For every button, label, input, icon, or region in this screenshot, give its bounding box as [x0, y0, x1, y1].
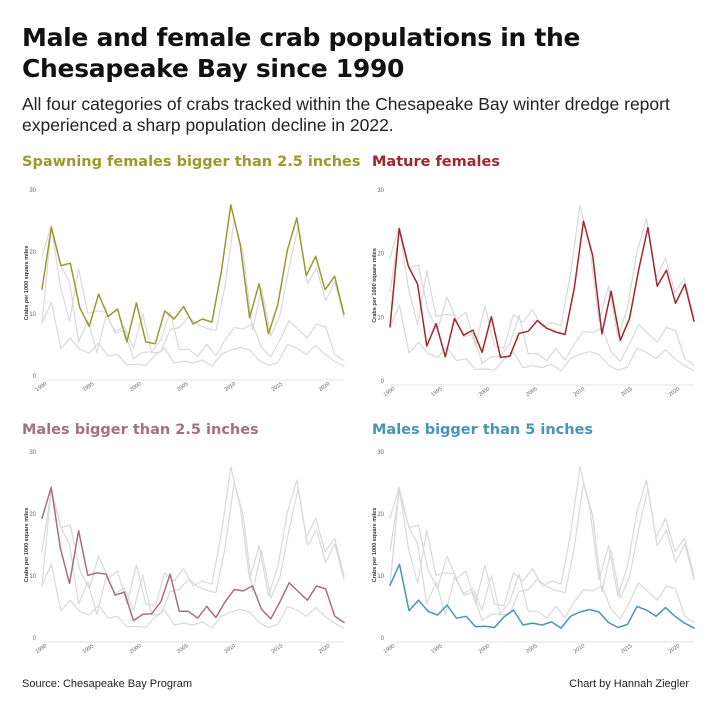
background-series-line — [389, 304, 695, 372]
y-tick-label: 10 — [29, 574, 36, 580]
y-tick-label: 30 — [377, 450, 384, 456]
x-tick-label: 2020 — [668, 386, 681, 398]
chart-subtitle: All four categories of crabs tracked wit… — [22, 94, 670, 135]
background-series-line — [41, 219, 345, 354]
chart-spawning-females: 0 10 20 30 Crabs per 1000 square miles 1990 19… — [24, 188, 345, 393]
x-tick-label: 1995 — [82, 381, 95, 393]
x-tick-label: 2005 — [176, 381, 189, 393]
x-tick-label: 1990 — [383, 643, 396, 655]
x-tick-label: 2015 — [620, 386, 633, 398]
panel-title-mature-females: Mature females — [372, 154, 500, 170]
x-tick-label: 2010 — [573, 386, 586, 398]
x-tick-label: 1990 — [35, 643, 48, 655]
x-tick-label: 1990 — [35, 381, 48, 393]
x-tick-label: 2005 — [525, 643, 538, 655]
background-series-line — [389, 486, 695, 624]
x-tick-label: 2000 — [129, 381, 142, 393]
chart-males-over-5-inches: 0 10 20 30 Crabs per 1000 square miles 1990 19… — [372, 450, 695, 655]
x-tick-label: 2010 — [223, 643, 236, 655]
chart-males-over-2-5-inches: 0 10 20 30 Crabs per 1000 square miles 1990 19… — [24, 450, 345, 655]
y-tick-label: 0 — [381, 379, 385, 385]
chart-mature-females: 0 10 20 30 Crabs per 1000 square miles 1990 19… — [372, 188, 695, 398]
background-series-line — [41, 466, 345, 607]
highlighted-series-line — [41, 204, 345, 345]
y-tick-label: 20 — [29, 512, 36, 518]
panel-title-spawning-females: Spawning females bigger than 2.5 inches — [22, 154, 361, 170]
y-tick-label: 10 — [29, 312, 36, 318]
background-series-line — [389, 481, 695, 616]
source-note: Source: Chesapeake Bay Program — [22, 678, 192, 690]
y-tick-label: 30 — [29, 450, 36, 456]
y-tick-label: 20 — [377, 512, 384, 518]
panel-title-males-over-2-5-inches: Males bigger than 2.5 inches — [22, 422, 259, 438]
y-tick-label: 30 — [377, 188, 384, 194]
x-tick-label: 2000 — [129, 643, 142, 655]
y-axis-label: Crabs per 1000 square miles — [24, 508, 30, 583]
background-series-line — [41, 224, 345, 362]
x-tick-label: 2000 — [478, 386, 491, 398]
x-tick-label: 2005 — [525, 386, 538, 398]
y-tick-label: 10 — [377, 574, 384, 580]
y-axis-label: Crabs per 1000 square miles — [372, 248, 378, 323]
x-tick-label: 2015 — [271, 643, 284, 655]
background-series-line — [41, 481, 345, 616]
background-series-line — [389, 466, 695, 607]
x-tick-label: 2020 — [318, 381, 331, 393]
y-tick-label: 20 — [377, 252, 384, 258]
panel-title-males-over-5-inches: Males bigger than 5 inches — [372, 422, 594, 438]
x-tick-label: 2005 — [176, 643, 189, 655]
chart-credit: Chart by Hannah Ziegler — [569, 678, 689, 690]
highlighted-series-line — [389, 220, 695, 359]
highlighted-series-line — [41, 486, 345, 624]
background-series-line — [389, 225, 695, 366]
background-series-line — [389, 204, 695, 349]
x-tick-label: 2015 — [620, 643, 633, 655]
highlighted-series-line — [389, 563, 695, 629]
x-tick-label: 1995 — [82, 643, 95, 655]
y-tick-label: 0 — [33, 636, 37, 642]
x-tick-label: 2010 — [573, 643, 586, 655]
y-tick-label: 0 — [381, 636, 385, 642]
y-tick-label: 10 — [377, 315, 384, 321]
x-tick-label: 1990 — [383, 386, 396, 398]
x-tick-label: 2000 — [478, 643, 491, 655]
background-series-line — [41, 301, 345, 367]
y-axis-label: Crabs per 1000 square miles — [24, 246, 30, 321]
x-tick-label: 1995 — [430, 643, 443, 655]
y-tick-label: 0 — [33, 374, 37, 380]
y-axis-label: Crabs per 1000 square miles — [372, 508, 378, 583]
background-series-line — [41, 563, 345, 629]
y-tick-label: 30 — [29, 188, 36, 194]
chart-title: Male and female crab populations in the … — [22, 23, 581, 83]
x-tick-label: 2020 — [318, 643, 331, 655]
x-tick-label: 2020 — [668, 643, 681, 655]
x-tick-label: 2015 — [271, 381, 284, 393]
x-tick-label: 2010 — [223, 381, 236, 393]
y-tick-label: 20 — [29, 250, 36, 256]
x-tick-label: 1995 — [430, 386, 443, 398]
